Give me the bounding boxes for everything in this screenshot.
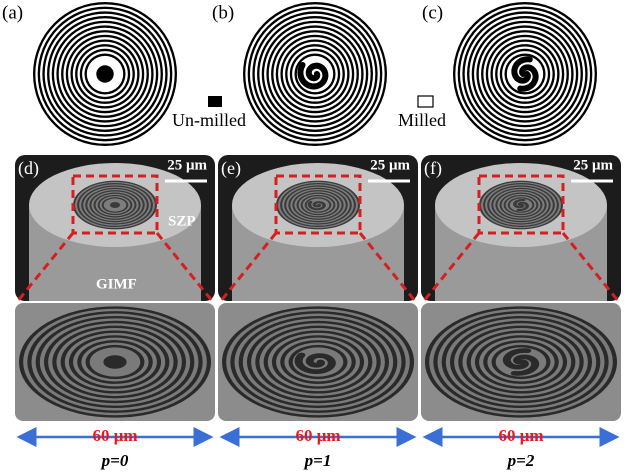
- scale-bar-label: 25 μm: [370, 157, 410, 173]
- legend-milled: Milled: [398, 110, 446, 130]
- zone-plate: [33, 2, 177, 146]
- width-label: 60 μm: [498, 426, 543, 445]
- panel-label: (c): [422, 2, 443, 23]
- zone-plate: [479, 181, 563, 230]
- caption: p=1: [303, 451, 332, 470]
- caption: p=0: [100, 451, 129, 470]
- zone-plate: [243, 2, 387, 146]
- caption: p=2: [506, 451, 535, 470]
- zone-plate: [453, 2, 597, 146]
- annotation-gimf: GIMF: [96, 276, 137, 292]
- panel-label: (b): [212, 2, 234, 23]
- zone-plate: [425, 306, 617, 417]
- legend-unmilled: Un-milled: [172, 110, 246, 130]
- zone-plate: [73, 181, 157, 230]
- panel-label: (f): [424, 158, 442, 179]
- figure: Un-milled Milled (a) (b) (c) (d) 25 μm 60 μm p…: [0, 0, 630, 475]
- panel-label: (a): [2, 2, 23, 23]
- scale-bar-label: 25 μm: [573, 157, 613, 173]
- zone-plate: [276, 181, 360, 230]
- width-label: 60 μm: [92, 426, 137, 445]
- zone-plate: [19, 306, 211, 417]
- scale-bar-label: 25 μm: [167, 157, 207, 173]
- annotation-szp: SZP: [168, 213, 196, 229]
- page: {"top_panels": [{"label": "(a)"}, {"labe…: [0, 0, 630, 475]
- zone-dot: [103, 355, 126, 368]
- legend-swatch-milled: [418, 96, 433, 107]
- legend-swatch-unmilled: [208, 96, 222, 107]
- width-label: 60 μm: [295, 426, 340, 445]
- zone-plate: [222, 306, 414, 417]
- panel-label: (e): [221, 158, 241, 179]
- zone-dot: [96, 65, 113, 82]
- zone-dot: [110, 202, 120, 208]
- panel-label: (d): [18, 158, 39, 179]
